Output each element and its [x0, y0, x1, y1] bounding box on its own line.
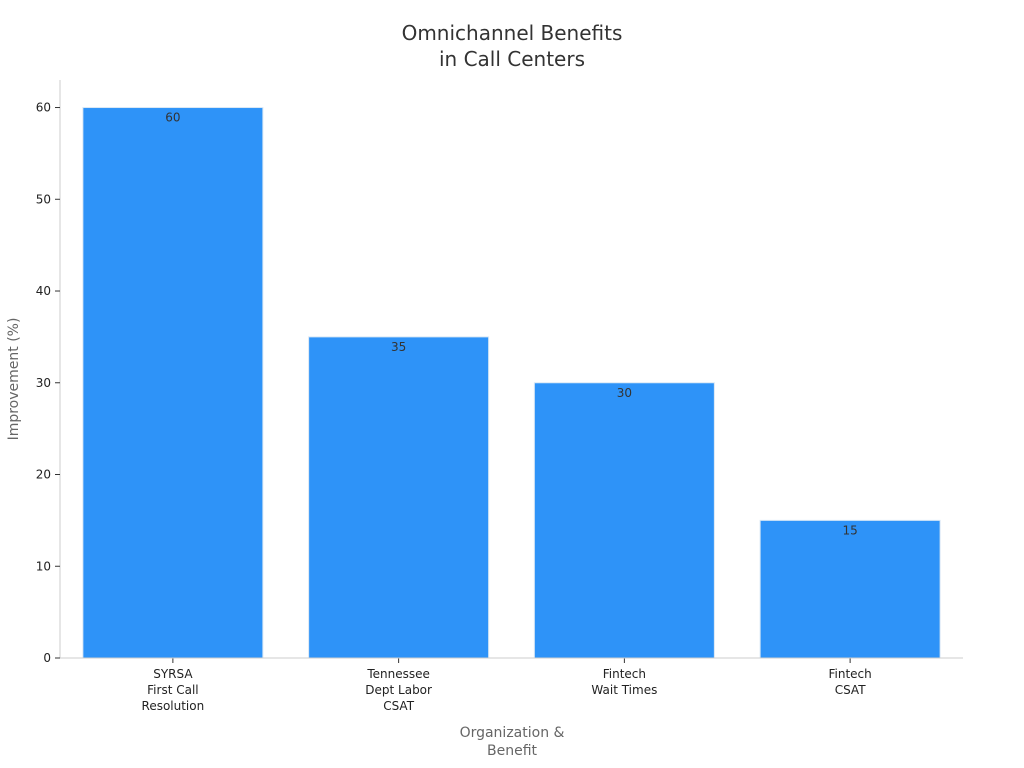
y-tick-label: 50 — [36, 192, 51, 206]
bar — [82, 107, 264, 659]
x-axis: SYRSA First Call Resolution Tennessee Dept L… — [60, 657, 963, 759]
y-axis-label: Improvement (%) — [6, 318, 22, 441]
bar — [533, 382, 715, 659]
x-tick-label: First Call — [147, 683, 198, 697]
y-tick-label: 40 — [36, 284, 51, 298]
chart-title-line: in Call Centers — [439, 47, 585, 71]
bars — [82, 107, 941, 659]
x-tick-label: CSAT — [383, 699, 414, 713]
bar-value-label: 35 — [391, 340, 406, 354]
bar — [308, 336, 490, 659]
y-axis: 0 10 20 30 40 50 60 Improvement (%) — [6, 80, 61, 665]
data-labels: 60 35 30 15 — [165, 111, 858, 538]
chart-title-line: Omnichannel Benefits — [402, 21, 623, 45]
bar-value-label: 15 — [842, 523, 857, 537]
y-tick-label: 30 — [36, 376, 51, 390]
y-tick-label: 0 — [43, 651, 51, 665]
x-tick-label: CSAT — [835, 683, 866, 697]
bar-value-label: 30 — [617, 386, 632, 400]
x-tick-label: Tennessee — [366, 667, 430, 681]
x-axis-label: Benefit — [487, 743, 538, 759]
x-tick-label: Fintech — [828, 667, 871, 681]
x-axis-label: Organization & — [460, 725, 565, 741]
y-tick-label: 10 — [36, 559, 51, 573]
x-tick-label: Dept Labor — [365, 683, 432, 697]
y-tick-label: 60 — [36, 101, 51, 115]
bar — [759, 519, 941, 659]
bar-value-label: 60 — [165, 111, 180, 125]
y-tick-label: 20 — [36, 468, 51, 482]
x-tick-label: Wait Times — [591, 683, 657, 697]
x-tick-label: Resolution — [142, 699, 205, 713]
x-tick-label: Fintech — [603, 667, 646, 681]
x-tick-label: SYRSA — [153, 667, 193, 681]
